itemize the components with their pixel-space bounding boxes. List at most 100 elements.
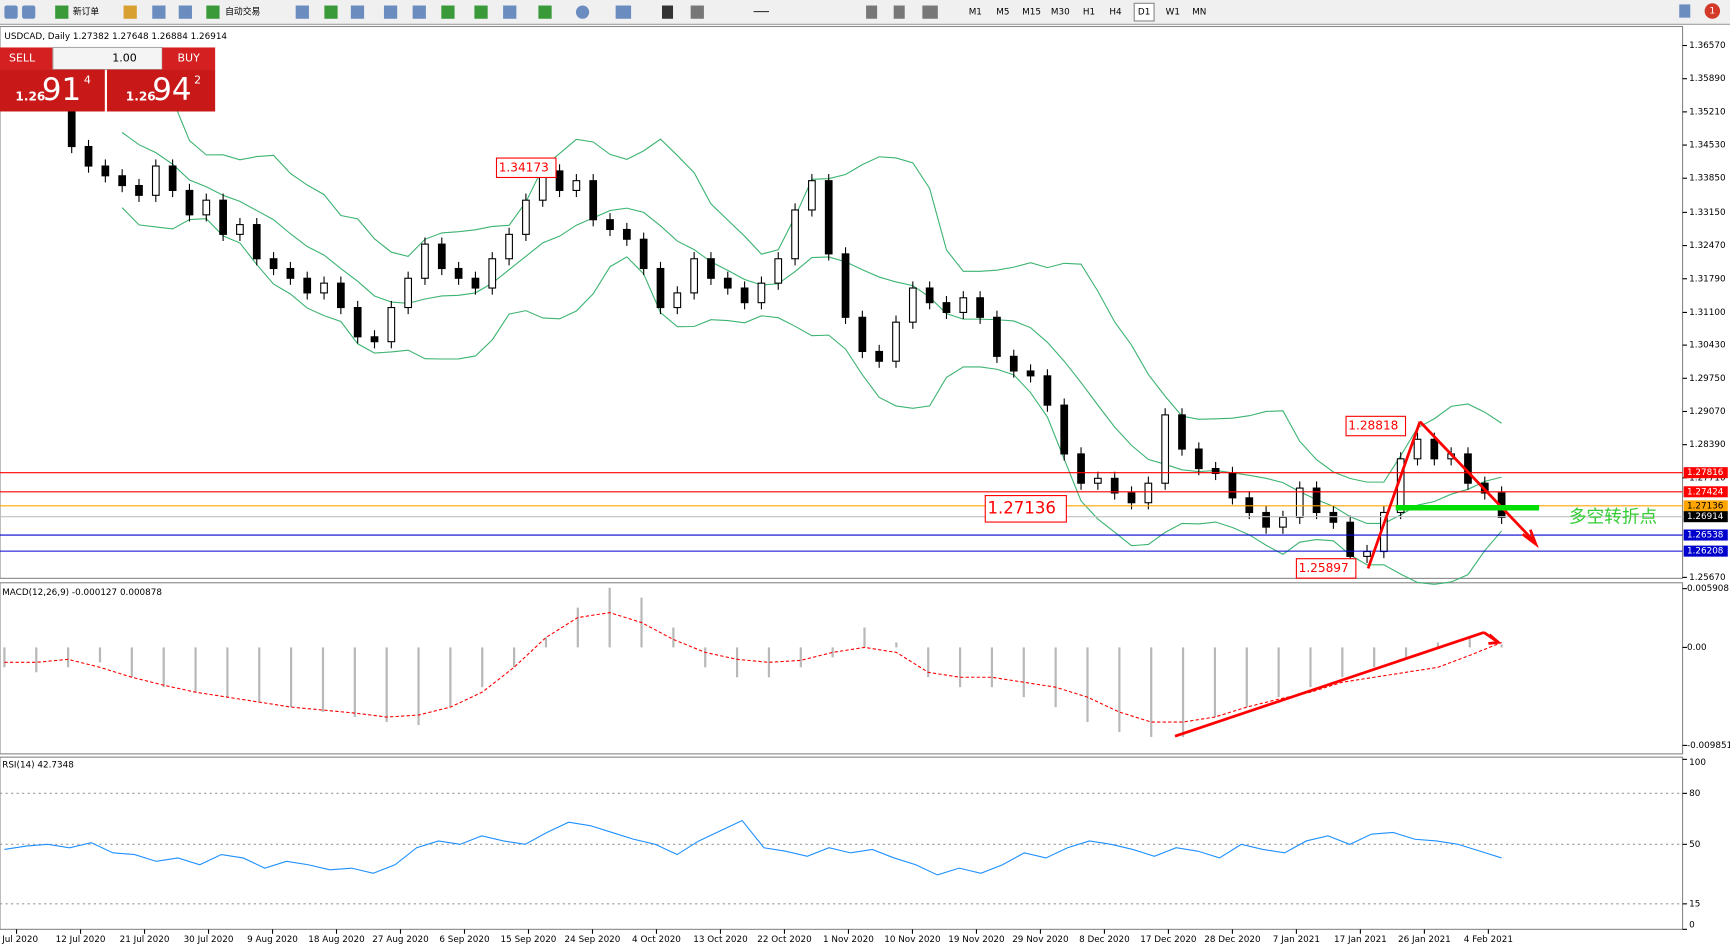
- timeframe[interactable]: D1: [1138, 8, 1150, 18]
- notification-badge[interactable]: [1704, 3, 1721, 19]
- y-tick-label: 1.29070: [1689, 407, 1726, 417]
- candle: [101, 165, 110, 177]
- macd-bar: [290, 647, 293, 708]
- icon[interactable]: [178, 5, 192, 19]
- icon: [22, 5, 36, 19]
- icon[interactable]: [123, 5, 137, 19]
- macd-bar: [1022, 647, 1025, 698]
- macd-bar: [1118, 647, 1121, 732]
- macd-bar: [1277, 647, 1280, 698]
- notification-count[interactable]: 1: [1710, 7, 1716, 17]
- macd-bar: [3, 647, 6, 668]
- y-tick-label: 1.30430: [1689, 341, 1726, 351]
- rsi-panel: [0, 756, 1684, 930]
- lot-box[interactable]: [52, 46, 163, 71]
- candle: [1043, 375, 1052, 406]
- ask-box[interactable]: [107, 69, 216, 112]
- buy-button[interactable]: [162, 47, 216, 70]
- timeframe[interactable]: H4: [1109, 8, 1122, 18]
- timeframe[interactable]: M5: [996, 8, 1009, 18]
- candle: [993, 316, 1001, 357]
- candle: [925, 287, 934, 304]
- icon[interactable]: [295, 5, 309, 19]
- y-tick-label: 1.34530: [1689, 141, 1726, 151]
- macd-bar: [258, 647, 261, 703]
- macd-bar: [1500, 644, 1503, 648]
- icon[interactable]: [152, 5, 166, 19]
- rsi-label: RSI(14) 42.7348: [2, 760, 74, 770]
- icon[interactable]: [441, 5, 455, 19]
- macd-bar: [704, 647, 707, 668]
- icon[interactable]: [474, 5, 488, 19]
- icon[interactable]: [575, 5, 590, 19]
- candle: [118, 175, 127, 187]
- icon[interactable]: [661, 5, 674, 19]
- candle: [286, 267, 295, 279]
- macd-bar: [1468, 637, 1471, 648]
- icon[interactable]: [690, 5, 704, 19]
- timeframe[interactable]: MN: [1192, 8, 1206, 18]
- icon[interactable]: [503, 5, 517, 19]
- price-annotation-box: [1295, 558, 1357, 579]
- macd-bar: [831, 647, 834, 658]
- price-level-tag: [1683, 500, 1728, 512]
- icon[interactable]: [538, 5, 552, 19]
- timeframe[interactable]: M30: [1051, 8, 1070, 18]
- new-order[interactable]: 新订单: [73, 6, 100, 18]
- candle: [1245, 497, 1254, 514]
- bid-point: 4: [84, 74, 91, 87]
- timeframe[interactable]: M15: [1022, 8, 1041, 18]
- icon[interactable]: [55, 5, 69, 19]
- candle: [236, 224, 244, 235]
- macd-bar: [35, 647, 38, 673]
- x-tick-label: 12 Jul 2020: [56, 935, 106, 945]
- macd-bar: [958, 647, 962, 688]
- icon[interactable]: [324, 5, 338, 19]
- macd-label: MACD(12,26,9) -0.000127 0.000878: [2, 588, 162, 598]
- icon[interactable]: [753, 11, 770, 13]
- candle: [1110, 477, 1119, 494]
- icon[interactable]: [893, 5, 905, 19]
- bid-box[interactable]: [0, 69, 105, 112]
- macd-bar: [927, 647, 930, 678]
- search-icon[interactable]: [1679, 4, 1691, 18]
- arrow-line: [1418, 420, 1535, 542]
- sell-label[interactable]: SELL: [9, 51, 36, 64]
- x-tick-label: 6 Sep 2020: [439, 935, 490, 945]
- icon[interactable]: [866, 5, 878, 19]
- candle: [488, 258, 497, 289]
- candle: [1312, 487, 1321, 514]
- selected-timeframe[interactable]: [1133, 2, 1155, 22]
- arrow-line: [1366, 421, 1422, 569]
- candle: [437, 243, 446, 270]
- arrow-head: [1521, 529, 1539, 549]
- icon[interactable]: [412, 5, 426, 19]
- icon[interactable]: [922, 5, 938, 19]
- turning-point-note: 多空转折点: [1569, 507, 1657, 528]
- price-annotation: 1.34173: [499, 160, 549, 174]
- sell-button[interactable]: [0, 47, 53, 70]
- candle: [690, 258, 698, 294]
- auto-trading[interactable]: 自动交易: [225, 6, 260, 18]
- timeframe[interactable]: M1: [969, 8, 982, 18]
- y-tick-label: 1.33850: [1689, 174, 1726, 184]
- y-tick-label: 1.33150: [1689, 208, 1726, 218]
- icon[interactable]: [350, 5, 365, 19]
- macd-bar: [576, 607, 579, 648]
- macd-bar: [130, 647, 133, 678]
- icon: [4, 5, 18, 19]
- y-tick-label: 1.29750: [1689, 374, 1726, 384]
- timeframe[interactable]: W1: [1166, 8, 1180, 18]
- bollinger-band: [121, 207, 1503, 585]
- icon[interactable]: [383, 5, 398, 19]
- icon[interactable]: [206, 5, 220, 19]
- buy-label[interactable]: BUY: [177, 51, 200, 64]
- icon[interactable]: [615, 5, 632, 19]
- timeframe[interactable]: H1: [1083, 8, 1095, 18]
- macd-bar: [1436, 642, 1440, 648]
- lot-size[interactable]: 1.00: [112, 51, 137, 64]
- candle: [723, 277, 732, 289]
- price-annotation: 1.27136: [987, 498, 1055, 517]
- x-tick-label: 30 Jul 2020: [184, 935, 234, 945]
- candle: [942, 302, 951, 313]
